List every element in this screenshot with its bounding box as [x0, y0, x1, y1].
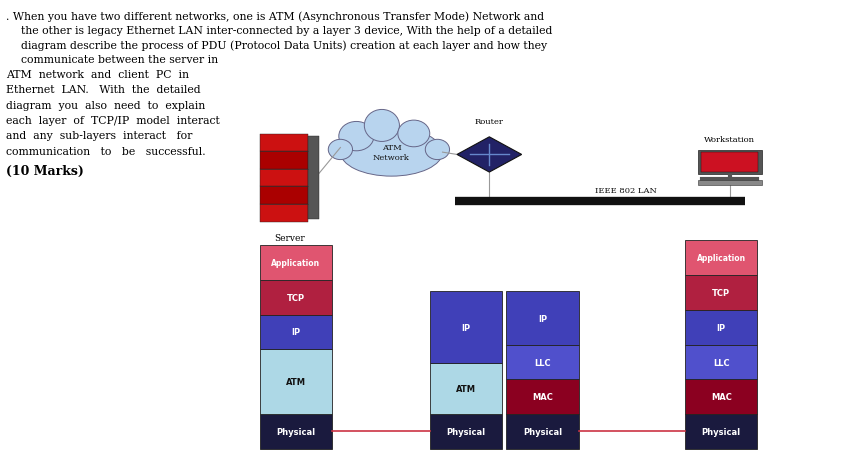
Text: Server: Server [274, 234, 305, 243]
Text: MAC: MAC [532, 393, 553, 401]
Ellipse shape [397, 121, 430, 147]
Text: the other is legacy Ethernet LAN inter-connected by a layer 3 device, With the h: the other is legacy Ethernet LAN inter-c… [21, 26, 552, 36]
FancyBboxPatch shape [260, 245, 332, 280]
FancyBboxPatch shape [685, 310, 757, 345]
Text: diagram  you  also  need  to  explain: diagram you also need to explain [6, 100, 205, 111]
FancyBboxPatch shape [685, 345, 757, 380]
FancyBboxPatch shape [260, 205, 308, 222]
Text: and  any  sub-layers  interact   for: and any sub-layers interact for [6, 131, 192, 141]
FancyBboxPatch shape [685, 275, 757, 310]
FancyBboxPatch shape [506, 292, 579, 345]
Text: communicate between the server in: communicate between the server in [21, 55, 219, 65]
Text: Application: Application [271, 258, 320, 267]
Text: ATM
Network: ATM Network [373, 144, 410, 162]
FancyBboxPatch shape [260, 152, 308, 169]
FancyBboxPatch shape [685, 380, 757, 414]
Text: TCP: TCP [712, 288, 730, 297]
FancyBboxPatch shape [698, 181, 762, 185]
Text: . When you have two different networks, one is ATM (Asynchronous Transfer Mode) : . When you have two different networks, … [6, 12, 544, 22]
FancyBboxPatch shape [430, 414, 502, 449]
Text: IP: IP [538, 314, 547, 323]
Text: ATM: ATM [286, 377, 306, 387]
FancyBboxPatch shape [260, 280, 332, 315]
FancyBboxPatch shape [506, 414, 579, 449]
FancyBboxPatch shape [260, 134, 308, 152]
FancyBboxPatch shape [430, 292, 502, 363]
Text: Physical: Physical [702, 427, 740, 436]
Ellipse shape [340, 129, 443, 177]
FancyBboxPatch shape [685, 414, 757, 449]
Text: IEEE 802 LAN: IEEE 802 LAN [595, 187, 656, 194]
Text: Physical: Physical [447, 427, 485, 436]
FancyBboxPatch shape [308, 137, 319, 220]
Ellipse shape [328, 140, 352, 160]
Ellipse shape [339, 122, 374, 151]
FancyBboxPatch shape [260, 414, 332, 449]
FancyBboxPatch shape [506, 380, 579, 414]
Ellipse shape [364, 110, 399, 142]
Text: ATM  network  and  client  PC  in: ATM network and client PC in [6, 70, 189, 80]
Text: Application: Application [697, 254, 745, 263]
Ellipse shape [426, 140, 449, 160]
Text: Physical: Physical [277, 427, 315, 436]
FancyBboxPatch shape [701, 153, 758, 173]
Text: LLC: LLC [713, 358, 729, 367]
Text: IP: IP [291, 328, 300, 337]
Text: LLC: LLC [534, 358, 551, 367]
FancyBboxPatch shape [506, 345, 579, 380]
FancyBboxPatch shape [698, 150, 762, 175]
Text: TCP: TCP [287, 293, 305, 302]
Text: Workstation: Workstation [705, 136, 755, 144]
Polygon shape [457, 138, 522, 173]
Text: Ethernet  LAN.   With  the  detailed: Ethernet LAN. With the detailed [6, 85, 201, 95]
FancyBboxPatch shape [260, 315, 332, 350]
Text: Physical: Physical [523, 427, 562, 436]
FancyBboxPatch shape [260, 187, 308, 205]
FancyBboxPatch shape [685, 241, 757, 275]
FancyBboxPatch shape [260, 169, 308, 187]
Text: MAC: MAC [711, 393, 732, 401]
Text: (10 Marks): (10 Marks) [6, 164, 84, 177]
Text: Router: Router [475, 118, 504, 126]
Text: IP: IP [461, 323, 471, 332]
Text: each  layer  of  TCP/IP  model  interact: each layer of TCP/IP model interact [6, 116, 220, 126]
Text: communication   to   be   successful.: communication to be successful. [6, 146, 206, 156]
Text: diagram describe the process of PDU (Protocol Data Units) creation at each layer: diagram describe the process of PDU (Pro… [21, 40, 547, 51]
Text: ATM: ATM [456, 384, 476, 394]
Text: IP: IP [717, 323, 726, 332]
FancyBboxPatch shape [260, 350, 332, 414]
FancyBboxPatch shape [430, 363, 502, 414]
